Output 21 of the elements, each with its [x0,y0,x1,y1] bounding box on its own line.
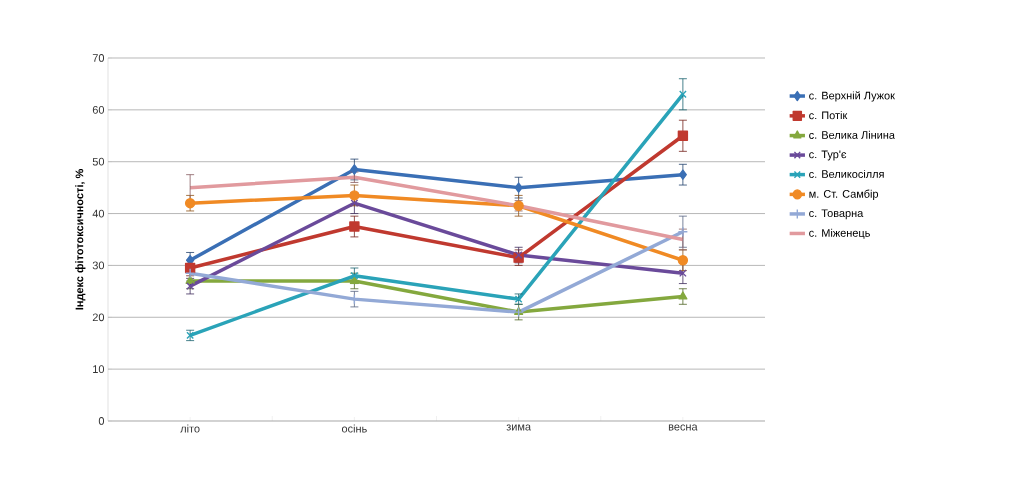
legend-label: с. Велика Лінина [809,130,895,139]
y-tick-label: 10 [93,365,105,374]
legend-label: с. Товарна [809,209,864,220]
y-tick-label: 60 [92,105,105,114]
y-axis-title: Індекс фітотоксичності, % [75,169,86,310]
x-tick-label: весна [668,424,698,431]
legend-label: с. Верхній Лужок [809,91,895,102]
legend-label: с. Тур'є [809,150,847,161]
x-tick-label: зима [506,424,532,431]
y-tick-label: 50 [92,157,105,166]
x-tick-label: осінь [341,424,367,433]
y-tick-label: 30 [92,261,105,270]
y-tick-label: 0 [98,417,105,425]
x-tick-label: літо [180,424,200,433]
legend-label: с. Великосілля [809,169,884,178]
legend-label: с. Міженець [809,228,870,239]
y-tick-label: 70 [92,54,105,62]
legend-label: с. Потік [809,111,848,120]
legend-label: м. Ст. Самбір [809,189,879,200]
y-tick-label: 40 [92,209,105,218]
y-tick-label: 20 [92,313,105,322]
